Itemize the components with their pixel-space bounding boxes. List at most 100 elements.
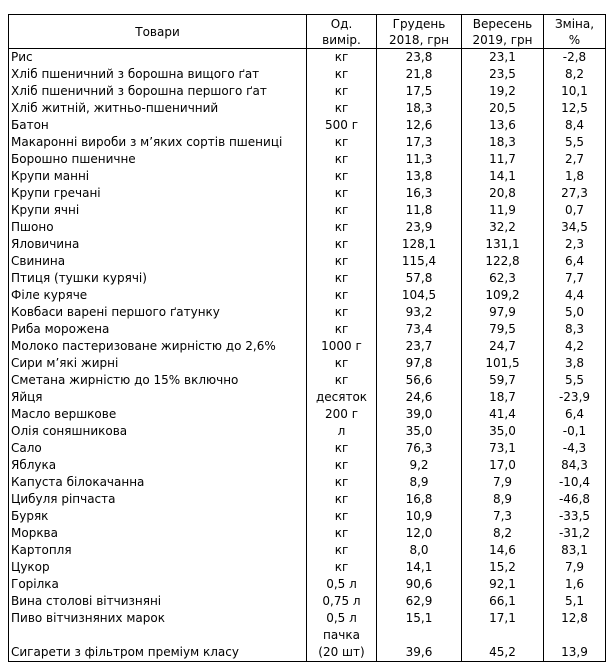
cell-unit: кг: [306, 66, 377, 83]
table-row: Сигарети з фільтром преміум класу пачка (…: [8, 627, 606, 662]
cell-product: Пиво вітчизняних марок: [8, 610, 307, 627]
cell-sep-2019: 8,2: [461, 525, 544, 542]
cell-dec-2018: 17,3: [376, 134, 462, 151]
cell-unit: кг: [306, 474, 377, 491]
table-row: Крупи гречані кг 16,3 20,8 27,3: [8, 185, 606, 202]
header-unit-line1: Од.: [330, 16, 353, 31]
cell-product: Хліб пшеничний з борошна першого ґат: [8, 83, 307, 100]
cell-sep-2019: 17,1: [461, 610, 544, 627]
cell-unit: кг: [306, 185, 377, 202]
header-unit-line2: вимір.: [322, 32, 361, 47]
cell-change: 83,1: [561, 543, 588, 557]
cell-change: 5,0: [564, 305, 585, 319]
cell-dec-2018: 23,7: [376, 338, 462, 355]
cell-sep-2019: 17,0: [461, 457, 544, 474]
cell-product: Крупи ячні: [8, 202, 307, 219]
cell-unit: 200 г: [306, 406, 377, 423]
cell-sep-2019: 18,3: [461, 134, 544, 151]
table-row: Крупи ячні кг 11,8 11,9 0,7: [8, 202, 606, 219]
table-row: Пшоно кг 23,9 32,2 34,5: [8, 219, 606, 236]
cell-change: -0,1: [562, 424, 587, 438]
table-row: Борошно пшеничне кг 11,3 11,7 2,7: [8, 151, 606, 168]
cell-sep-2019: 24,7: [461, 338, 544, 355]
cell-change: 5,5: [564, 373, 585, 387]
cell-unit: кг: [306, 219, 377, 236]
cell-change: 8,4: [564, 118, 585, 132]
cell-sep-2019: 73,1: [461, 440, 544, 457]
table-row: Хліб пшеничний з борошна першого ґат кг 17…: [8, 83, 606, 100]
cell-sep-2019: 122,8: [461, 253, 544, 270]
cell-change: 6,4: [564, 254, 585, 268]
table-row: Хліб пшеничний з борошна вищого ґат кг 21,…: [8, 66, 606, 83]
cell-dec-2018: 14,1: [376, 559, 462, 576]
table-row: Пиво вітчизняних марок 0,5 л 15,1 17,1 12,8: [8, 610, 606, 627]
cell-dec-2018: 35,0: [376, 423, 462, 440]
cell-dec-2018: 56,6: [376, 372, 462, 389]
table-row: Батон 500 г 12,6 13,6 8,4: [8, 117, 606, 134]
header-sep-line2: 2019, грн: [472, 32, 533, 47]
cell-dec-2018: 62,9: [376, 593, 462, 610]
cell-dec-2018: 10,9: [376, 508, 462, 525]
header-product-label: Товари: [135, 24, 180, 39]
cell-product: Свинина: [8, 253, 307, 270]
cell-sep-2019: 19,2: [461, 83, 544, 100]
cell-product: Картопля: [8, 542, 307, 559]
table-row: Цибуля ріпчаста кг 16,8 8,9 -46,8: [8, 491, 606, 508]
cell-sep-2019: 45,2: [461, 627, 544, 662]
table-row: Сало кг 76,3 73,1 -4,3: [8, 440, 606, 457]
cell-dec-2018: 23,8: [376, 48, 462, 66]
cell-change: 84,3: [561, 458, 588, 472]
cell-product: Сигарети з фільтром преміум класу: [8, 627, 307, 662]
cell-unit: кг: [306, 440, 377, 457]
cell-unit: кг: [306, 83, 377, 100]
table-row: Цукор кг 14,1 15,2 7,9: [8, 559, 606, 576]
table-row: Хліб житній, житньо-пшеничний кг 18,3 20,5 1…: [8, 100, 606, 117]
cell-unit: 1000 г: [306, 338, 377, 355]
cell-product: Молоко пастеризоване жирністю до 2,6%: [8, 338, 307, 355]
table-row: Свинина кг 115,4 122,8 6,4: [8, 253, 606, 270]
cell-dec-2018: 12,0: [376, 525, 462, 542]
cell-unit: кг: [306, 304, 377, 321]
cell-change: -4,3: [562, 441, 587, 455]
cell-unit: кг: [306, 134, 377, 151]
cell-dec-2018: 11,3: [376, 151, 462, 168]
cell-product: Хліб житній, житньо-пшеничний: [8, 100, 307, 117]
cell-dec-2018: 104,5: [376, 287, 462, 304]
cell-product: Рис: [8, 48, 307, 66]
cell-product: Буряк: [8, 508, 307, 525]
header-change-line2: %: [568, 32, 581, 47]
cell-unit: кг: [306, 151, 377, 168]
cell-unit-line2: (20 шт): [318, 645, 365, 659]
cell-dec-2018: 76,3: [376, 440, 462, 457]
cell-change: -23,9: [558, 390, 591, 404]
cell-unit: кг: [306, 372, 377, 389]
cell-sep-2019: 7,3: [461, 508, 544, 525]
cell-dec-2018: 39,0: [376, 406, 462, 423]
cell-change: 4,4: [564, 288, 585, 302]
cell-dec-2018: 9,2: [376, 457, 462, 474]
cell-unit: кг: [306, 542, 377, 559]
cell-unit: кг: [306, 321, 377, 338]
cell-dec-2018: 11,8: [376, 202, 462, 219]
cell-sep-2019: 8,9: [461, 491, 544, 508]
cell-dec-2018: 97,8: [376, 355, 462, 372]
cell-dec-2018: 8,9: [376, 474, 462, 491]
table-row: Буряк кг 10,9 7,3 -33,5: [8, 508, 606, 525]
header-change: Зміна,%: [543, 14, 606, 49]
cell-unit: кг: [306, 508, 377, 525]
cell-product: Морква: [8, 525, 307, 542]
cell-dec-2018: 115,4: [376, 253, 462, 270]
cell-sep-2019: 23,1: [461, 48, 544, 66]
cell-sep-2019: 62,3: [461, 270, 544, 287]
cell-unit: кг: [306, 270, 377, 287]
cell-product: Сири м’які жирні: [8, 355, 307, 372]
cell-product: Яйця: [8, 389, 307, 406]
cell-unit: кг: [306, 559, 377, 576]
price-table: Товари Од. вимір. Грудень 2018, грн Вересе…: [8, 14, 606, 662]
cell-change: 10,1: [561, 84, 588, 98]
table-row: Крупи манні кг 13,8 14,1 1,8: [8, 168, 606, 185]
cell-product: Батон: [8, 117, 307, 134]
cell-product: Сметана жирністю до 15% включно: [8, 372, 307, 389]
cell-product: Борошно пшеничне: [8, 151, 307, 168]
header-sep: Вересень 2019, грн: [461, 14, 544, 49]
